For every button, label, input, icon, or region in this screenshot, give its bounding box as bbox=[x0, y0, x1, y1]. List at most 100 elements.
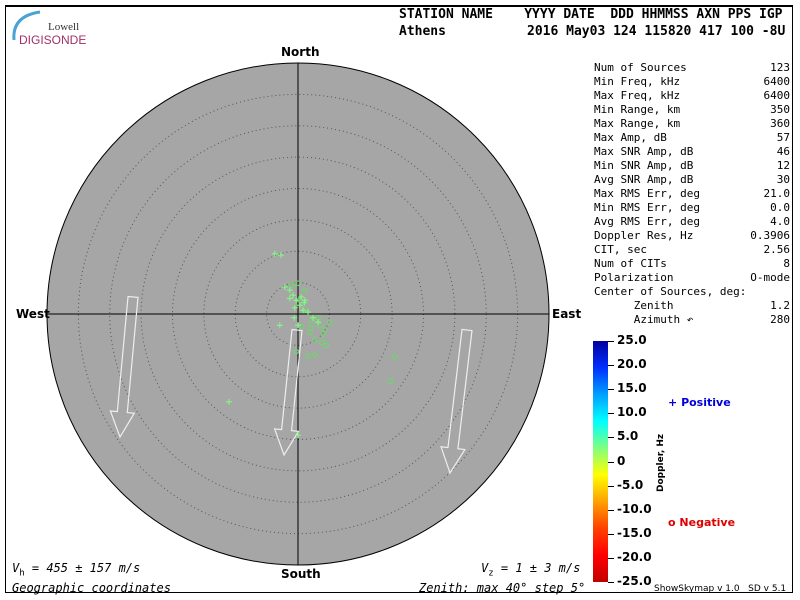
positive-source-point bbox=[276, 322, 283, 329]
stat-row: Min Freq, kHz 6400 bbox=[594, 75, 790, 89]
digisonde-logo: Lowell DIGISONDE bbox=[10, 10, 90, 47]
stat-row: Doppler Res, Hz 0.3906 bbox=[594, 229, 790, 243]
stat-label: Min RMS Err, deg bbox=[594, 201, 700, 214]
positive-source-point bbox=[301, 299, 308, 306]
positive-source-point bbox=[281, 284, 288, 291]
stat-value: 2.56 bbox=[763, 243, 791, 256]
negative-source-point bbox=[312, 336, 318, 343]
colorbar-tick-label: -10.0 bbox=[617, 501, 652, 516]
positive-source-point bbox=[295, 322, 301, 329]
circle-icon: o bbox=[668, 516, 676, 529]
colorbar-tick-label: -20.0 bbox=[617, 549, 652, 564]
logo-arc-icon bbox=[12, 10, 41, 41]
stat-label: Max Freq, kHz bbox=[594, 89, 681, 102]
stat-value: 57 bbox=[776, 131, 790, 144]
stat-row: Max RMS Err, deg 21.0 bbox=[594, 187, 790, 201]
colorbar-tick-label: 10.0 bbox=[617, 405, 647, 420]
positive-source-point bbox=[305, 309, 312, 316]
negative-source-point bbox=[305, 353, 311, 359]
negative-source-point bbox=[293, 348, 299, 355]
vz-readout: Vz = 1 ± 3 m/s bbox=[481, 561, 581, 579]
stat-label: Center of Sources, deg: bbox=[594, 285, 747, 298]
positive-source-point bbox=[225, 398, 232, 405]
stat-label: Avg SNR Amp, dB bbox=[594, 173, 694, 186]
colorbar-tick bbox=[608, 461, 614, 463]
colorbar-tick bbox=[608, 437, 614, 439]
negative-source-point bbox=[320, 331, 326, 337]
stat-row: Max Amp, dB 57 bbox=[594, 131, 790, 145]
velocity-arrow bbox=[273, 328, 303, 457]
plus-icon: + bbox=[668, 396, 678, 409]
negative-source-point bbox=[388, 378, 394, 384]
negative-source-point bbox=[298, 323, 305, 330]
stat-label: Max RMS Err, deg bbox=[594, 187, 700, 200]
station-name: Athens bbox=[399, 24, 446, 39]
stat-value: 4.0 bbox=[770, 215, 790, 228]
stat-label: Azimuth ↶ bbox=[594, 313, 694, 326]
stat-row: Max Range, km 360 bbox=[594, 117, 790, 131]
label-east: East bbox=[552, 307, 582, 321]
stat-value: 350 bbox=[770, 103, 790, 116]
stat-row: Num of CITs 8 bbox=[594, 257, 790, 271]
positive-source-point bbox=[293, 297, 300, 304]
positive-source-point bbox=[289, 292, 296, 299]
positive-source-point bbox=[278, 252, 285, 259]
negative-source-point bbox=[307, 325, 314, 331]
stat-value: 123 bbox=[770, 61, 790, 74]
colorbar-tick-label: -5.0 bbox=[617, 477, 644, 492]
stat-row: Max Freq, kHz 6400 bbox=[594, 89, 790, 103]
stat-value: 6400 bbox=[763, 89, 791, 102]
stat-value: 46 bbox=[776, 145, 790, 158]
colorbar-tick-label: 20.0 bbox=[617, 357, 647, 372]
coordinate-system: Geographic coordinates bbox=[12, 581, 171, 595]
stat-label: Polarization bbox=[594, 271, 674, 284]
positive-source-point bbox=[296, 302, 303, 309]
colorbar-tick-label: 15.0 bbox=[617, 381, 647, 396]
zenith-info: Zenith: max 40° step 5° bbox=[419, 581, 586, 595]
stat-value: 0.3906 bbox=[750, 229, 790, 242]
stat-value: 8 bbox=[783, 257, 790, 270]
logo-text-lowell: Lowell bbox=[48, 21, 80, 33]
header-labels: STATION NAME YYYY DATE DDD HHMMSS AXN PP… bbox=[399, 7, 783, 22]
stat-value: 6400 bbox=[763, 75, 791, 88]
stat-row: Center of Sources, deg: bbox=[594, 285, 790, 299]
stat-label: Num of CITs bbox=[594, 257, 667, 270]
colorbar-tick-label: 5.0 bbox=[617, 429, 639, 444]
stat-row: Zenith 1.2 bbox=[594, 299, 790, 313]
velocity-arrow bbox=[109, 295, 139, 439]
negative-source-point bbox=[295, 280, 301, 287]
stat-value: 360 bbox=[770, 117, 790, 130]
negative-source-point bbox=[327, 319, 333, 325]
stat-label: Avg RMS Err, deg bbox=[594, 215, 700, 228]
stat-value: 1.2 bbox=[770, 299, 790, 312]
negative-source-point bbox=[323, 342, 330, 349]
stat-label: Num of Sources bbox=[594, 61, 687, 74]
colorbar-tick bbox=[608, 341, 614, 342]
colorbar-tick-label: 0 bbox=[617, 453, 626, 468]
stat-row: CIT, sec 2.56 bbox=[594, 243, 790, 257]
stat-row: Min Range, km 350 bbox=[594, 103, 790, 117]
label-south: South bbox=[281, 567, 321, 581]
stat-row: Max SNR Amp, dB 46 bbox=[594, 145, 790, 159]
velocity-arrow bbox=[440, 328, 473, 475]
negative-source-point bbox=[391, 353, 398, 360]
stat-value: 0.0 bbox=[770, 201, 790, 214]
stat-label: Max Range, km bbox=[594, 117, 681, 130]
positive-source-point bbox=[291, 304, 298, 311]
positive-source-point bbox=[295, 432, 301, 439]
label-west: West bbox=[16, 307, 50, 321]
stat-label: CIT, sec bbox=[594, 243, 647, 256]
colorbar-tick-label: -25.0 bbox=[617, 574, 652, 588]
negative-source-point bbox=[288, 282, 295, 288]
colorbar-tick-label: -15.0 bbox=[617, 525, 652, 540]
label-north: North bbox=[281, 45, 320, 59]
colorbar-tick bbox=[608, 509, 614, 511]
negative-source-point bbox=[312, 351, 318, 358]
positive-source-point bbox=[298, 294, 305, 301]
negative-source-point bbox=[319, 339, 325, 346]
stat-value: 280 bbox=[770, 313, 790, 326]
stat-value: 30 bbox=[776, 173, 790, 186]
legend-negative-label: Negative bbox=[679, 516, 736, 529]
stat-label: Max Amp, dB bbox=[594, 131, 667, 144]
